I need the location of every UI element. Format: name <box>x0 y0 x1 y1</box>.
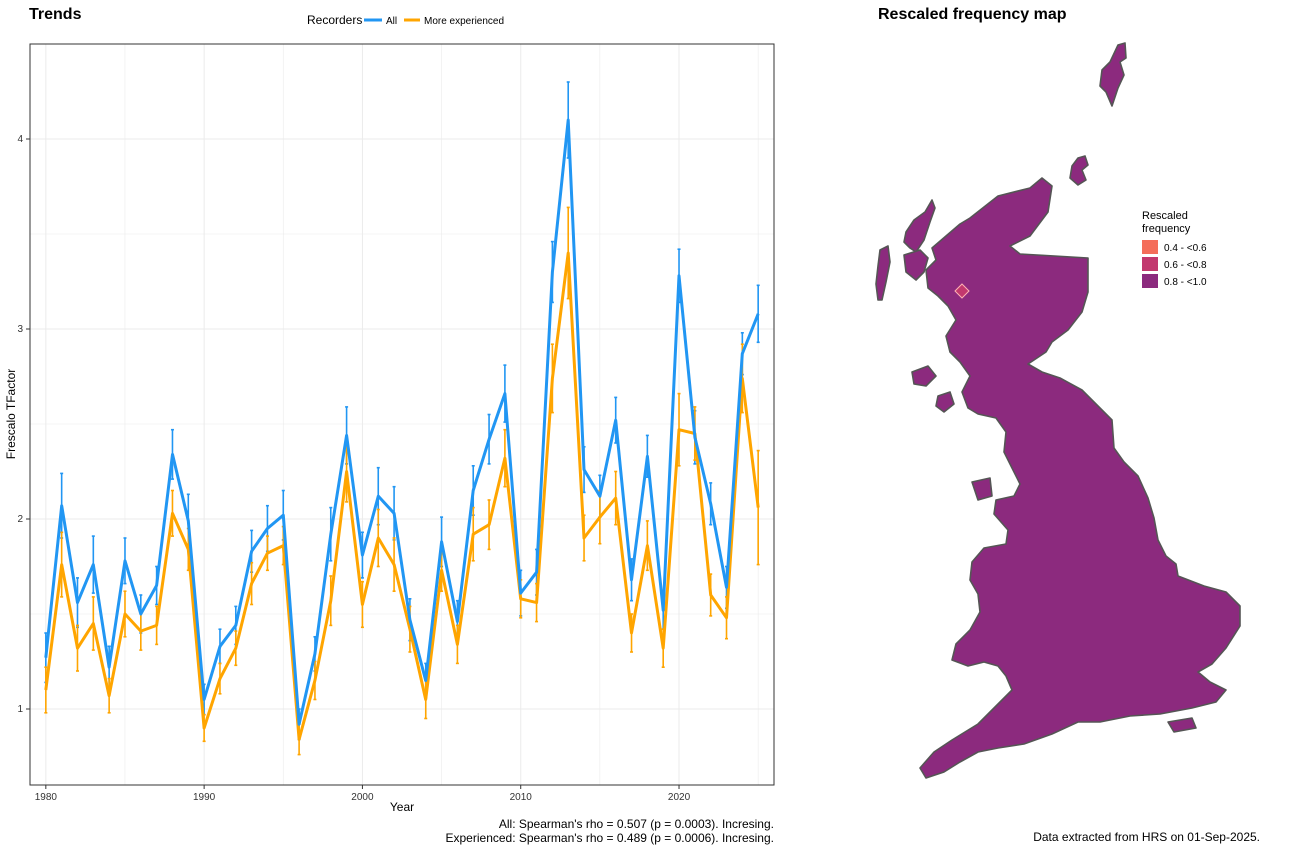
x-tick-label: 2010 <box>510 792 533 803</box>
plot-grid <box>30 43 774 785</box>
map-legend-title: Rescaled <box>1142 210 1188 222</box>
isle-of-wight-island <box>1167 717 1197 733</box>
map-footer: Data extracted from HRS on 01-Sep-2025. <box>1033 830 1260 844</box>
x-axis: 1980 1990 2000 2010 2020 <box>35 785 691 803</box>
y-tick-label: 2 <box>17 514 23 525</box>
highlight-square <box>954 283 970 299</box>
plot-border <box>29 43 775 786</box>
errorbars-experienced <box>44 206 760 756</box>
skye-island <box>903 249 929 281</box>
britain-map <box>875 42 1241 779</box>
x-tick-label: 2020 <box>668 792 691 803</box>
legend-swatch-06-08 <box>1142 257 1158 271</box>
outer-hebrides-island <box>903 199 936 253</box>
legend-label-04-06: 0.4 - <0.6 <box>1164 243 1207 254</box>
x-tick-label: 1980 <box>35 792 58 803</box>
legend-title: Recorders <box>307 13 362 27</box>
legend-label-06-08: 0.6 - <0.8 <box>1164 260 1207 271</box>
legend-swatch-04-06 <box>1142 240 1158 254</box>
y-axis: 1 2 3 4 <box>17 134 30 715</box>
y-tick-label: 1 <box>17 704 23 715</box>
annotation-all: All: Spearman's rho = 0.507 (p = 0.0003)… <box>499 817 774 831</box>
x-tick-label: 1990 <box>193 792 216 803</box>
map-legend: Rescaled frequency 0.4 - <0.6 0.6 - <0.8… <box>1142 210 1207 288</box>
legend-swatch-08-10 <box>1142 274 1158 288</box>
series-line-all <box>44 118 760 726</box>
outer-hebrides-south-island <box>875 245 891 301</box>
annotation-experienced: Experienced: Spearman's rho = 0.489 (p =… <box>446 831 775 845</box>
series-line-experienced <box>44 251 760 741</box>
map-legend-title-2: frequency <box>1142 223 1191 235</box>
mainland-britain <box>919 177 1241 779</box>
y-axis-title: Frescalo TFactor <box>4 369 18 459</box>
errorbars-all <box>44 81 760 741</box>
chart-legend: Recorders All More experienced <box>307 13 504 27</box>
islay-island <box>935 391 955 413</box>
y-tick-label: 4 <box>17 134 23 145</box>
orkney-island <box>1069 155 1089 186</box>
legend-label-08-10: 0.8 - <1.0 <box>1164 277 1207 288</box>
legend-label-experienced: More experienced <box>424 16 504 27</box>
legend-label-all: All <box>386 16 397 27</box>
frequency-map-panel: Rescaled frequency map Rescaled frequenc… <box>875 6 1260 844</box>
chart-title: Trends <box>29 6 82 23</box>
trends-chart: Trends Recorders All More experienced 19… <box>4 6 775 845</box>
map-title: Rescaled frequency map <box>878 6 1067 23</box>
shetland-island <box>1099 42 1127 107</box>
x-tick-label: 2000 <box>351 792 374 803</box>
anglesey-island <box>971 477 993 501</box>
x-axis-title: Year <box>390 800 414 814</box>
y-tick-label: 3 <box>17 324 23 335</box>
mull-island <box>911 365 937 387</box>
